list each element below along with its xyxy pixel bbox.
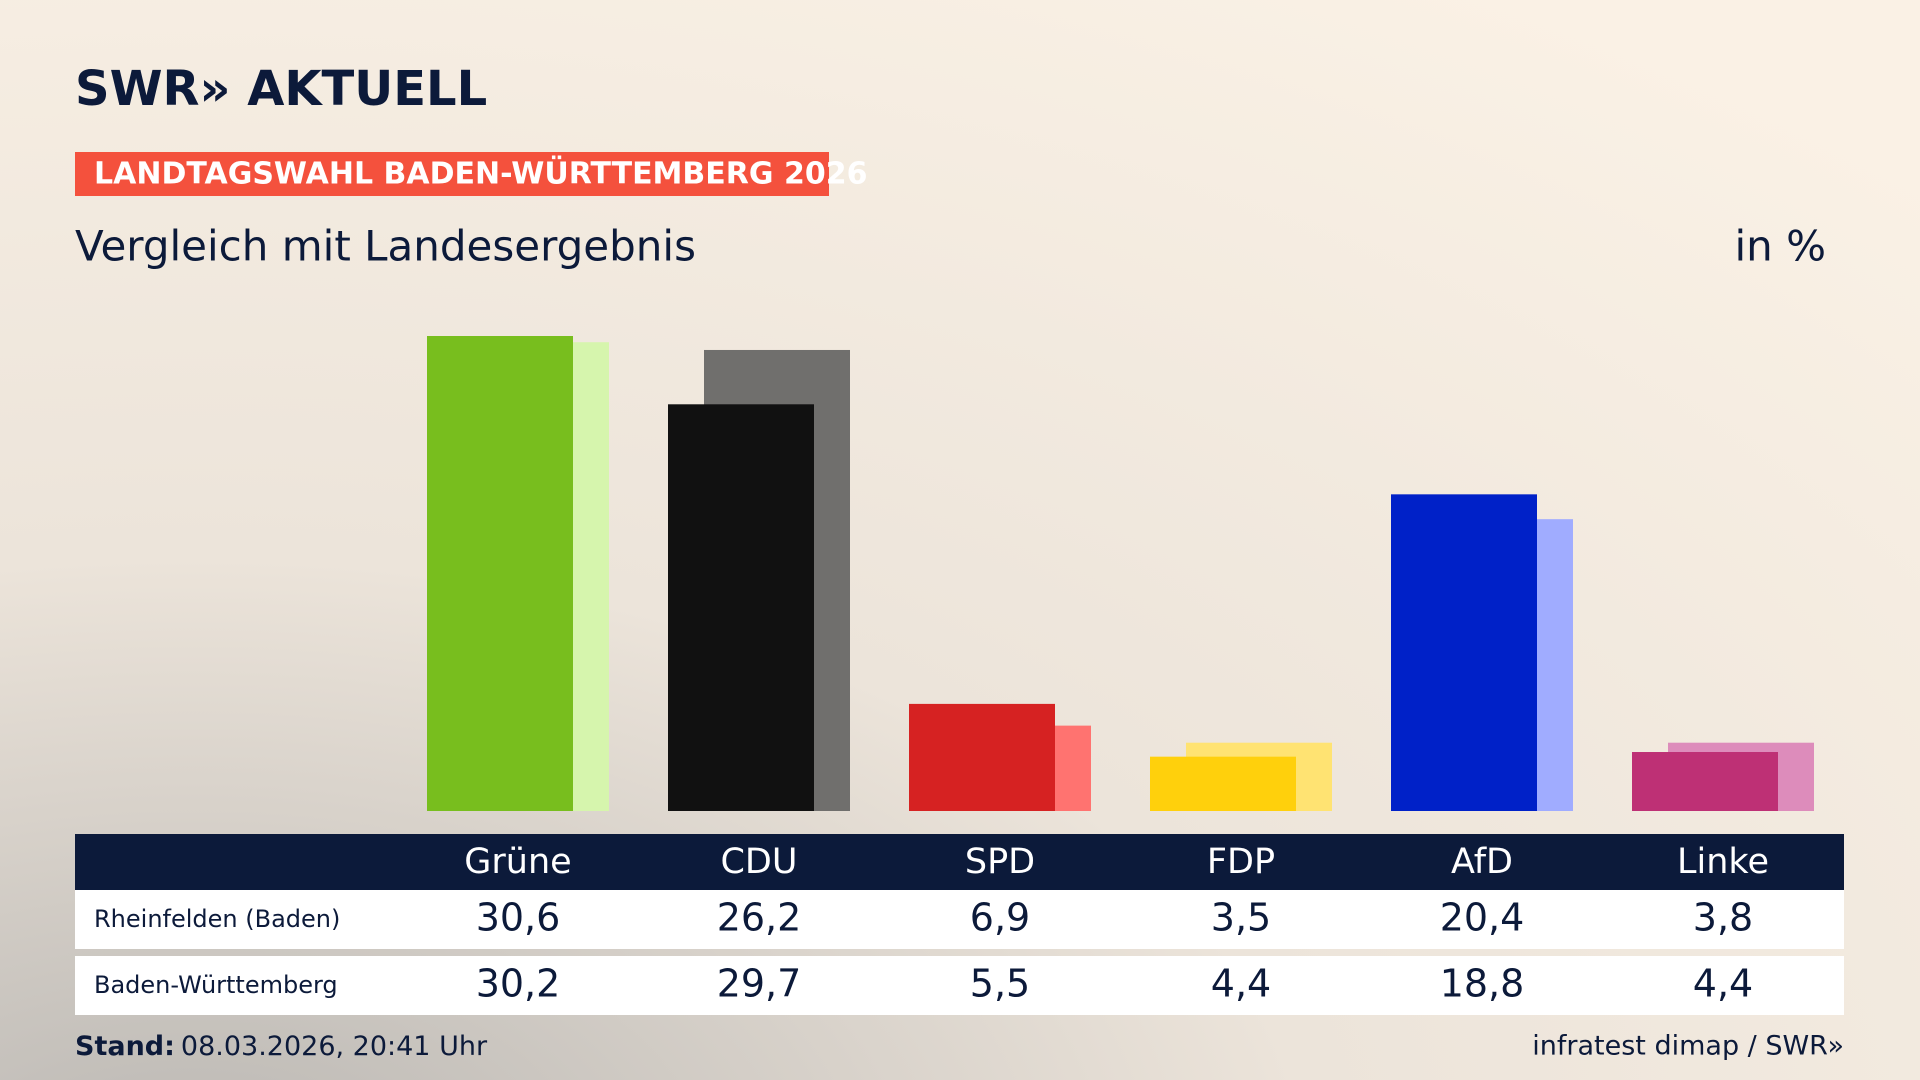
value-label: 3,8 [1693, 896, 1753, 940]
category-label: SPD [965, 842, 1035, 882]
value-label: 4,4 [1211, 962, 1271, 1006]
legend-label: Rheinfelden (Baden) [94, 905, 340, 933]
source: infratest dimap / SWR» [1532, 1031, 1844, 1062]
unit-label: in % [1734, 222, 1826, 271]
stand-label: Stand: [75, 1031, 175, 1062]
kicker: LANDTAGSWAHL BADEN-WÜRTTEMBERG 2026 [94, 155, 867, 192]
category-label: FDP [1207, 842, 1275, 882]
legend-label: Baden-Württemberg [94, 971, 338, 999]
table-row [75, 956, 1844, 1015]
bar [1391, 494, 1537, 811]
kicker-box [75, 152, 829, 196]
brand: SWR» AKTUELL [75, 61, 487, 117]
bar [1150, 756, 1296, 811]
bar [668, 404, 814, 811]
value-label: 3,5 [1211, 896, 1271, 940]
value-label: 4,4 [1693, 962, 1753, 1006]
value-label: 18,8 [1440, 962, 1525, 1006]
bar [909, 703, 1055, 811]
table-row [75, 890, 1844, 949]
bar [427, 336, 573, 811]
stand-value: 08.03.2026, 20:41 Uhr [181, 1031, 488, 1062]
value-label: 20,4 [1440, 896, 1525, 940]
value-label: 6,9 [970, 896, 1030, 940]
value-label: 29,7 [717, 962, 802, 1006]
value-label: 26,2 [717, 896, 802, 940]
category-label: Linke [1677, 842, 1769, 882]
value-label: 30,2 [476, 962, 561, 1006]
chart-title: Vergleich mit Landesergebnis [75, 222, 696, 271]
category-label: CDU [720, 842, 797, 882]
footer: Stand: 08.03.2026, 20:41 Uhr [75, 1031, 488, 1062]
value-label: 5,5 [970, 962, 1030, 1006]
table-header [75, 834, 1844, 890]
bar [1632, 752, 1778, 811]
value-label: 30,6 [476, 896, 561, 940]
category-label: Grüne [464, 842, 571, 882]
category-label: AfD [1451, 842, 1513, 882]
